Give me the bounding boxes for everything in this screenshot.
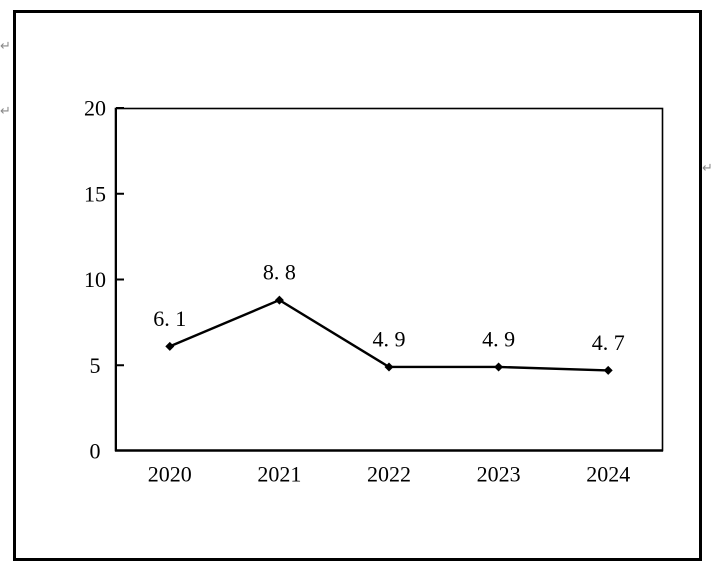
x-tick-label: 2024 bbox=[586, 462, 630, 487]
x-tick-label: 2021 bbox=[257, 462, 301, 487]
data-point-marker bbox=[384, 362, 394, 372]
data-point-label: 6. 1 bbox=[153, 306, 186, 331]
plot-area-border bbox=[114, 107, 664, 452]
x-tick-label: 2020 bbox=[148, 462, 192, 487]
data-point-label: 4. 9 bbox=[482, 326, 515, 351]
data-point-marker bbox=[494, 362, 504, 372]
y-tick-label: 20 bbox=[84, 96, 106, 121]
paragraph-return-mark: ↵ bbox=[702, 161, 713, 176]
paragraph-return-mark: ↵ bbox=[0, 39, 11, 54]
y-tick-label: 10 bbox=[84, 267, 106, 292]
paragraph-return-mark: ↵ bbox=[0, 104, 11, 119]
data-point-label: 4. 7 bbox=[592, 330, 625, 355]
y-tick-label: 15 bbox=[84, 181, 106, 206]
y-tick-label: 0 bbox=[90, 439, 101, 464]
data-point-label: 8. 8 bbox=[263, 260, 296, 285]
data-point-marker bbox=[165, 341, 175, 351]
data-point-label: 4. 9 bbox=[373, 326, 406, 351]
line-chart[interactable]: 0 5 10 15 20 2020 2021 2022 2023 2024 6. 1 8. 8 4. 9… bbox=[16, 13, 699, 558]
document-page-border bbox=[13, 10, 702, 561]
x-tick-label: 2022 bbox=[367, 462, 411, 487]
data-point-marker bbox=[603, 365, 613, 375]
data-point-marker bbox=[274, 295, 284, 305]
y-tick-label: 5 bbox=[90, 353, 101, 378]
x-tick-label: 2023 bbox=[477, 462, 521, 487]
